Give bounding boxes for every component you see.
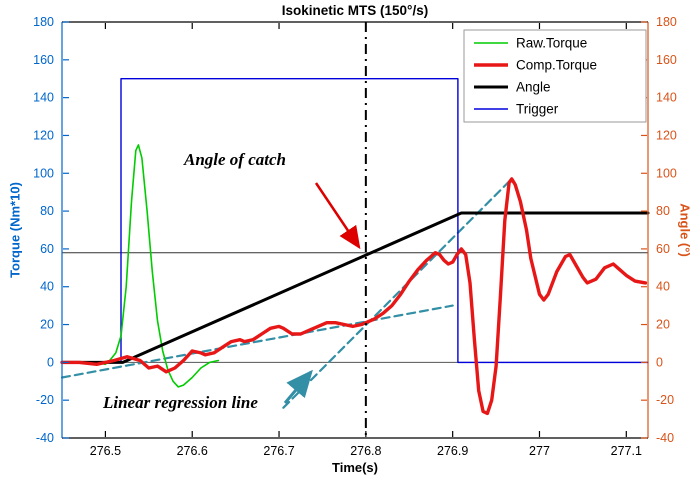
- svg-text:100: 100: [656, 166, 677, 180]
- legend-label: Raw.Torque: [516, 36, 587, 51]
- regression-arrow: [283, 369, 313, 404]
- legend-label: Comp.Torque: [516, 58, 597, 73]
- regression-shallow-line: [60, 304, 454, 379]
- svg-text:276.9: 276.9: [437, 444, 468, 458]
- svg-text:20: 20: [40, 318, 54, 332]
- svg-text:140: 140: [656, 91, 677, 105]
- comp-torque-line: [60, 177, 648, 416]
- angle-of-catch-arrow: [314, 182, 361, 250]
- svg-text:0: 0: [656, 355, 663, 369]
- svg-text:276.8: 276.8: [350, 444, 381, 458]
- y-right-axis-label: Angle (°): [677, 203, 693, 257]
- svg-text:-40: -40: [656, 431, 674, 445]
- y-left-axis-label: Torque (Nm*10): [7, 182, 23, 278]
- x-ticks: 276.5 276.6 276.7 276.8 276.9 277 277.1: [90, 23, 642, 458]
- svg-text:276.5: 276.5: [90, 444, 121, 458]
- svg-text:80: 80: [656, 204, 670, 218]
- svg-text:-20: -20: [36, 393, 54, 407]
- svg-text:277.1: 277.1: [611, 444, 642, 458]
- svg-text:180: 180: [33, 15, 54, 29]
- svg-text:160: 160: [33, 53, 54, 67]
- svg-text:180: 180: [656, 15, 677, 29]
- legend-entry-trigger: Trigger: [474, 102, 559, 117]
- svg-text:0: 0: [47, 355, 54, 369]
- svg-text:120: 120: [656, 128, 677, 142]
- svg-text:60: 60: [40, 242, 54, 256]
- svg-text:120: 120: [33, 128, 54, 142]
- legend-label: Angle: [516, 80, 551, 95]
- svg-text:276.7: 276.7: [263, 444, 294, 458]
- svg-text:140: 140: [33, 91, 54, 105]
- legend: Raw.Torque Comp.Torque Angle Trigger: [463, 29, 647, 123]
- legend-entry-raw-torque: Raw.Torque: [474, 36, 587, 51]
- angle-of-catch-label: Angle of catch: [184, 150, 286, 169]
- x-axis-label: Time(s): [332, 460, 378, 475]
- svg-text:60: 60: [656, 242, 670, 256]
- y-right-ticks: 180 160 140 120 100 80 60 40 20 0 -20 -40: [641, 15, 677, 445]
- svg-text:100: 100: [33, 166, 54, 180]
- svg-text:40: 40: [656, 280, 670, 294]
- svg-text:160: 160: [656, 53, 677, 67]
- svg-text:-20: -20: [656, 393, 674, 407]
- svg-text:40: 40: [40, 280, 54, 294]
- svg-text:-40: -40: [36, 431, 54, 445]
- chart-title: Isokinetic MTS (150°/s): [281, 3, 429, 18]
- legend-entry-comp-torque: Comp.Torque: [474, 58, 597, 73]
- svg-text:80: 80: [40, 204, 54, 218]
- regression-steep-line: [282, 177, 513, 409]
- y-left-ticks: 180 160 140 120 100 80 60 40 20 0 -20 -40: [33, 15, 69, 445]
- svg-text:20: 20: [656, 318, 670, 332]
- legend-label: Trigger: [516, 102, 559, 117]
- legend-entry-angle: Angle: [474, 80, 551, 95]
- raw-torque-line: [61, 144, 220, 388]
- svg-text:276.6: 276.6: [177, 444, 208, 458]
- regression-label: Linear regression line: [103, 393, 258, 412]
- svg-text:277: 277: [529, 444, 550, 458]
